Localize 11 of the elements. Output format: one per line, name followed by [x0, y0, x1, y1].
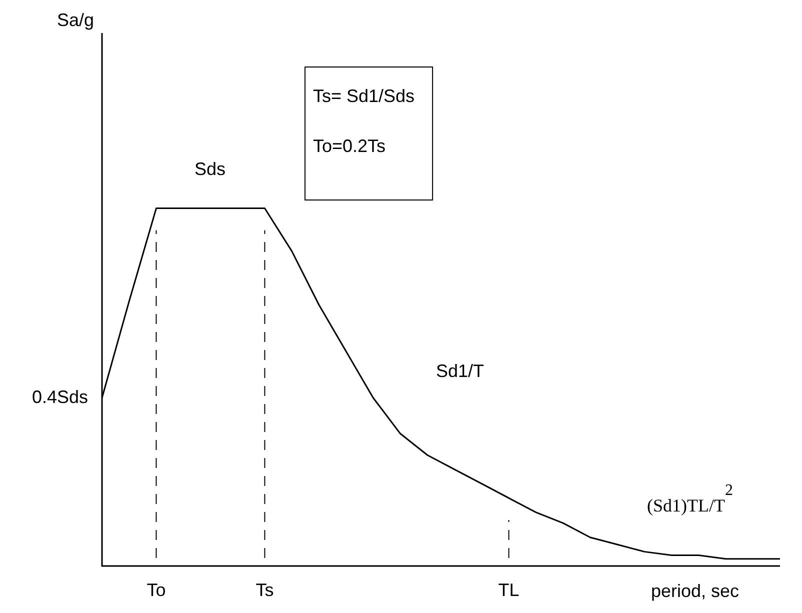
text: Sa/g: [56, 10, 94, 30]
annotation: Sd1/T: [436, 360, 484, 381]
x-tick-label: To: [146, 580, 166, 600]
text: 0.4Sds: [32, 386, 88, 407]
text: Ts= Sd1/Sds: [313, 86, 415, 106]
annotation: (Sd1)TL/T2: [647, 482, 733, 516]
x-tick-label: Ts: [256, 580, 274, 600]
text: To=0.2Ts: [313, 136, 386, 156]
x-tick-label: TL: [498, 580, 520, 600]
text: Sds: [194, 158, 226, 179]
x-axis-title: period, sec: [650, 580, 740, 601]
